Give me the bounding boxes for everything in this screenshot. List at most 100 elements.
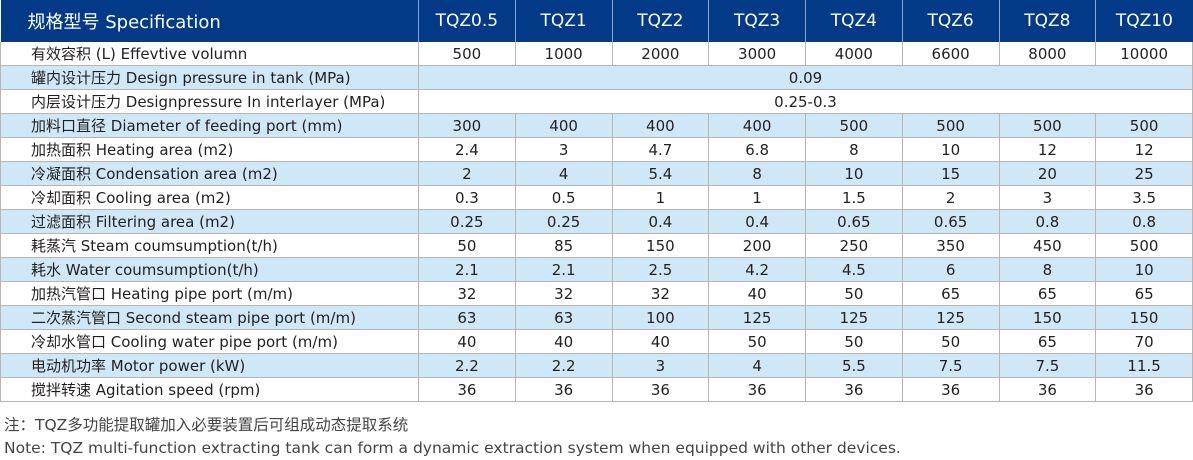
row-value: 0.8 <box>1095 209 1193 234</box>
row-value: 125 <box>805 305 903 330</box>
table-row: 内层设计压力 Designpressure In interlayer (MPa… <box>0 89 1193 114</box>
table-row: 加热汽管口 Heating pipe port (m/m) 32 32 32 40 50 6… <box>0 281 1193 306</box>
note-cn: 注：TQZ多功能提取罐加入必要装置后可组成动态提取系统 <box>4 416 409 434</box>
row-value: 2.5 <box>611 257 710 282</box>
row-value: 65 <box>901 281 1000 306</box>
row-value: 500 <box>998 113 1097 138</box>
row-label: 冷凝面积 Condensation area (m2) <box>0 161 419 186</box>
table-row: 二次蒸汽管口 Second steam pipe port (m/m) 63 63 1… <box>0 305 1193 330</box>
row-value: 50 <box>805 329 903 354</box>
row-value: 8000 <box>998 42 1097 66</box>
row-value: 5.4 <box>611 161 710 186</box>
row-value: 2 <box>418 161 516 186</box>
row-value: 400 <box>514 113 613 138</box>
row-value: 6600 <box>901 42 1000 66</box>
row-value: 450 <box>998 233 1097 258</box>
row-value: 6 <box>901 257 1000 282</box>
row-label: 加热汽管口 Heating pipe port (m/m) <box>0 281 419 306</box>
row-label: 过滤面积 Filtering area (m2) <box>0 209 419 234</box>
row-value: 36 <box>901 377 1000 402</box>
row-value: 1 <box>611 185 710 210</box>
row-value: 1 <box>708 185 806 210</box>
row-value: 500 <box>901 113 1000 138</box>
row-value: 400 <box>611 113 710 138</box>
row-value: 3 <box>514 137 613 162</box>
row-value: 400 <box>708 113 806 138</box>
table-row: 搅拌转速 Agitation speed (rpm) 36 36 36 36 36 36 36… <box>0 377 1193 402</box>
row-value: 0.65 <box>805 209 903 234</box>
row-label: 冷却水管口 Cooling water pipe port (m/m) <box>0 329 419 354</box>
row-value: 4.2 <box>708 257 806 282</box>
model-header: TQZ8 <box>999 0 1097 42</box>
row-value: 15 <box>901 161 1000 186</box>
row-value: 36 <box>1095 377 1193 402</box>
row-value: 65 <box>998 329 1097 354</box>
row-value: 36 <box>611 377 710 402</box>
header-row: 规格型号 Specification TQZ0.5 TQZ1 TQZ2 TQZ3 TQZ… <box>0 0 1193 42</box>
row-value: 250 <box>805 233 903 258</box>
row-value: 125 <box>901 305 1000 330</box>
row-value: 500 <box>805 113 903 138</box>
row-value: 100 <box>611 305 710 330</box>
row-value: 40 <box>611 329 710 354</box>
row-value: 500 <box>1095 233 1193 258</box>
row-value: 1000 <box>514 42 613 66</box>
table-row: 冷却水管口 Cooling water pipe port (m/m) 40 40 4… <box>0 329 1193 354</box>
row-value: 7.5 <box>998 353 1097 378</box>
row-value: 2.4 <box>418 137 516 162</box>
row-value: 3.5 <box>1095 185 1193 210</box>
row-value: 0.4 <box>708 209 806 234</box>
row-value: 0.5 <box>514 185 613 210</box>
row-value: 10 <box>805 161 903 186</box>
row-value: 65 <box>1095 281 1193 306</box>
row-value: 2000 <box>611 42 710 66</box>
row-value: 20 <box>998 161 1097 186</box>
row-value: 50 <box>708 329 806 354</box>
model-header: TQZ6 <box>902 0 1000 42</box>
row-value: 3 <box>611 353 710 378</box>
row-value: 40 <box>514 329 613 354</box>
table-row: 加热面积 Heating area (m2) 2.4 3 4.7 6.8 8 10 12 12 <box>0 137 1193 162</box>
row-value: 7.5 <box>901 353 1000 378</box>
table-row: 加料口直径 Diameter of feeding port (mm) 300 40… <box>0 113 1193 138</box>
row-value: 32 <box>514 281 613 306</box>
row-value: 0.3 <box>418 185 516 210</box>
note-en: Note: TQZ multi-function extracting tank… <box>4 439 901 457</box>
row-value-span: 0.09 <box>418 65 1193 90</box>
row-value: 10000 <box>1095 42 1193 66</box>
row-value: 36 <box>418 377 516 402</box>
row-value: 10 <box>901 137 1000 162</box>
model-header: TQZ3 <box>708 0 806 42</box>
row-label: 搅拌转速 Agitation speed (rpm) <box>0 377 419 402</box>
row-value: 2 <box>901 185 1000 210</box>
row-value: 3000 <box>708 42 806 66</box>
spec-header: 规格型号 Specification <box>0 0 419 42</box>
row-value: 25 <box>1095 161 1193 186</box>
model-header: TQZ1 <box>515 0 613 42</box>
row-value: 65 <box>998 281 1097 306</box>
row-value: 4.7 <box>611 137 710 162</box>
row-value: 63 <box>418 305 516 330</box>
row-value: 4.5 <box>805 257 903 282</box>
row-value: 500 <box>418 42 516 66</box>
row-value: 1.5 <box>805 185 903 210</box>
row-value: 2.1 <box>514 257 613 282</box>
spec-table: 规格型号 Specification TQZ0.5 TQZ1 TQZ2 TQZ3 TQZ… <box>0 0 1193 402</box>
row-value: 32 <box>611 281 710 306</box>
table-row: 过滤面积 Filtering area (m2) 0.25 0.25 0.4 0.4 0.… <box>0 209 1193 234</box>
row-value: 50 <box>901 329 1000 354</box>
row-value: 0.25 <box>514 209 613 234</box>
table-row: 罐内设计压力 Design pressure in tank (MPa) 0.09 <box>0 65 1193 90</box>
row-label: 耗水 Water coumsumption(t/h) <box>0 257 419 282</box>
row-label: 电动机功率 Motor power (kW) <box>0 353 419 378</box>
row-value: 125 <box>708 305 806 330</box>
row-value: 36 <box>514 377 613 402</box>
row-value: 150 <box>1095 305 1193 330</box>
row-value: 85 <box>514 233 613 258</box>
row-value: 11.5 <box>1095 353 1193 378</box>
row-label: 加料口直径 Diameter of feeding port (mm) <box>0 113 419 138</box>
row-label: 耗蒸汽 Steam coumsumption(t/h) <box>0 233 419 258</box>
row-value: 70 <box>1095 329 1193 354</box>
row-value: 32 <box>418 281 516 306</box>
row-value: 500 <box>1095 113 1193 138</box>
